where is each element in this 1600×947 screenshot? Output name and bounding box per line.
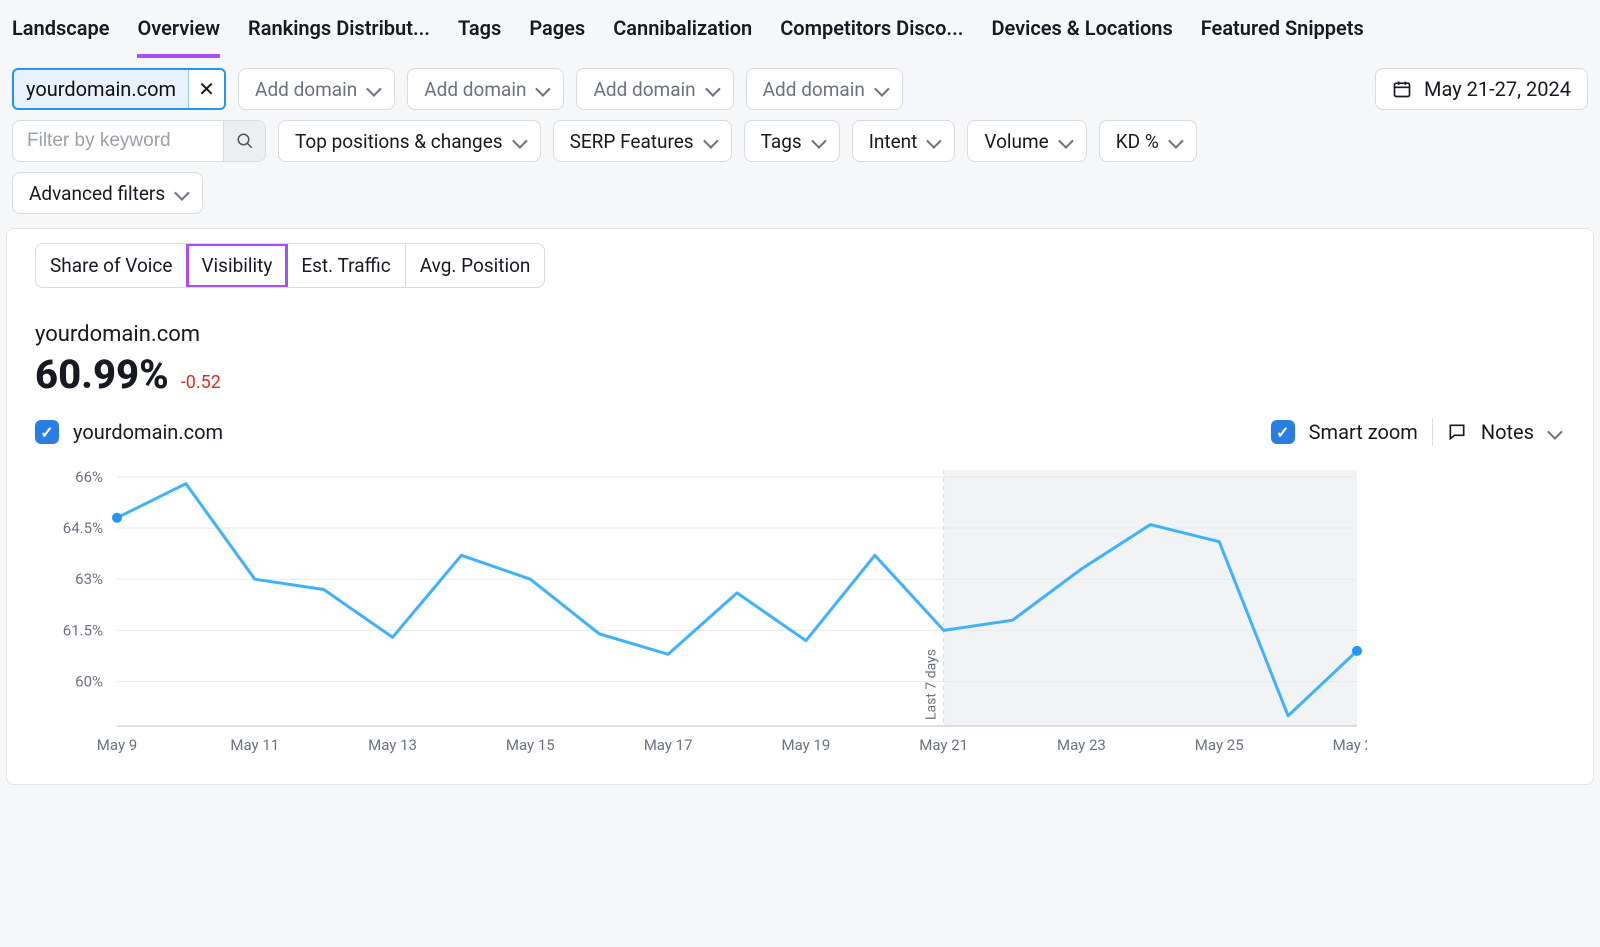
legend-right: ✓ Smart zoom Notes xyxy=(1271,418,1559,446)
filter-keyword-input[interactable] xyxy=(13,121,223,161)
smart-zoom-checkbox[interactable]: ✓ xyxy=(1271,420,1295,444)
advanced-filters-label: Advanced filters xyxy=(29,182,165,205)
filter-volume-button[interactable]: Volume xyxy=(967,120,1086,162)
add-domain-button[interactable]: Add domain xyxy=(746,68,903,110)
metric-tab-share-of-voice[interactable]: Share of Voice xyxy=(36,244,187,287)
filter-intent-button[interactable]: Intent xyxy=(852,120,956,162)
series-checkbox[interactable]: ✓ xyxy=(35,420,59,444)
filter-top-positions-changes-button[interactable]: Top positions & changes xyxy=(278,120,541,162)
domain-row: yourdomain.com ✕ Add domain Add domain Add… xyxy=(0,58,1600,110)
metric-tab-visibility[interactable]: Visibility xyxy=(187,244,287,287)
nav-tab-featured-snippets[interactable]: Featured Snippets xyxy=(1201,16,1364,58)
nav-tab-cannibalization[interactable]: Cannibalization xyxy=(613,16,752,58)
svg-text:61.5%: 61.5% xyxy=(63,621,103,639)
svg-text:May 15: May 15 xyxy=(506,736,555,754)
svg-text:66%: 66% xyxy=(75,468,103,486)
chevron-down-icon xyxy=(175,182,186,205)
chevron-down-icon xyxy=(812,130,823,153)
domain-chip-label: yourdomain.com xyxy=(14,77,188,101)
svg-text:May 19: May 19 xyxy=(781,736,830,754)
close-icon[interactable]: ✕ xyxy=(188,68,224,110)
svg-text:May 13: May 13 xyxy=(368,736,417,754)
notes-icon xyxy=(1447,422,1467,442)
nav-tab-rankings-distribut-[interactable]: Rankings Distribut... xyxy=(248,16,430,58)
svg-text:60%: 60% xyxy=(75,673,103,691)
nav-tab-landscape[interactable]: Landscape xyxy=(12,16,109,58)
nav-tab-overview[interactable]: Overview xyxy=(137,16,220,58)
svg-text:May 17: May 17 xyxy=(644,736,693,754)
chevron-down-icon xyxy=(536,78,547,101)
visibility-line-chart: Last 7 days 60% 61.5% 63% 64.5% 66% May 9 May 1… xyxy=(27,460,1367,760)
chart-panel: Share of VoiceVisibilityEst. TrafficAvg.… xyxy=(6,228,1594,785)
add-domain-button[interactable]: Add domain xyxy=(576,68,733,110)
chevron-down-icon xyxy=(1169,130,1180,153)
summary-domain: yourdomain.com xyxy=(35,322,1593,347)
svg-text:May 9: May 9 xyxy=(97,736,137,754)
notes-label[interactable]: Notes xyxy=(1481,420,1534,444)
filter-serp-features-button[interactable]: SERP Features xyxy=(553,120,732,162)
chevron-down-icon xyxy=(706,78,717,101)
svg-text:64.5%: 64.5% xyxy=(63,519,103,537)
search-button[interactable] xyxy=(223,121,265,161)
chevron-down-icon xyxy=(704,130,715,153)
smart-zoom-label: Smart zoom xyxy=(1309,420,1418,444)
summary-block: yourdomain.com 60.99% -0.52 xyxy=(7,288,1593,398)
nav-tab-pages[interactable]: Pages xyxy=(529,16,585,58)
summary-value: 60.99% xyxy=(35,351,169,398)
nav-tab-competitors-disco-[interactable]: Competitors Disco... xyxy=(780,16,963,58)
metric-tab-avg-position[interactable]: Avg. Position xyxy=(406,244,545,287)
svg-text:May 23: May 23 xyxy=(1057,736,1106,754)
chevron-down-icon xyxy=(1059,130,1070,153)
nav-tab-tags[interactable]: Tags xyxy=(458,16,501,58)
nav-tab-devices-locations[interactable]: Devices & Locations xyxy=(991,16,1172,58)
svg-text:May 11: May 11 xyxy=(230,736,279,754)
filter-kd--button[interactable]: KD % xyxy=(1099,120,1197,162)
calendar-icon xyxy=(1392,79,1412,99)
svg-text:Last 7 days: Last 7 days xyxy=(924,649,940,720)
filter-tags-button[interactable]: Tags xyxy=(744,120,840,162)
domain-chip[interactable]: yourdomain.com ✕ xyxy=(12,68,226,110)
metric-tabs: Share of VoiceVisibilityEst. TrafficAvg.… xyxy=(35,243,545,288)
add-domain-button[interactable]: Add domain xyxy=(238,68,395,110)
metric-tab-est-traffic[interactable]: Est. Traffic xyxy=(287,244,405,287)
add-domain-button[interactable]: Add domain xyxy=(407,68,564,110)
chevron-down-icon xyxy=(513,130,524,153)
date-range-text: May 21-27, 2024 xyxy=(1424,77,1571,101)
svg-text:May 21: May 21 xyxy=(919,736,968,754)
advanced-row: Advanced filters xyxy=(0,162,1600,214)
chevron-down-icon xyxy=(367,78,378,101)
search-icon xyxy=(236,132,254,150)
legend-row: ✓ yourdomain.com ✓ Smart zoom Notes xyxy=(7,398,1593,446)
chevron-down-icon xyxy=(875,78,886,101)
svg-text:May 27: May 27 xyxy=(1333,736,1367,754)
summary-delta: -0.52 xyxy=(181,372,221,393)
series-label: yourdomain.com xyxy=(73,420,223,444)
legend-left: ✓ yourdomain.com xyxy=(35,420,223,444)
chevron-down-icon xyxy=(927,130,938,153)
chevron-down-icon xyxy=(1548,420,1559,444)
svg-text:63%: 63% xyxy=(75,570,103,588)
svg-text:May 25: May 25 xyxy=(1195,736,1244,754)
date-range-picker[interactable]: May 21-27, 2024 xyxy=(1375,68,1588,110)
chart-container: Last 7 days 60% 61.5% 63% 64.5% 66% May 9 May 1… xyxy=(7,446,1593,760)
nav-tabs: Landscape Overview Rankings Distribut... Ta… xyxy=(0,0,1600,58)
filter-keyword-wrap xyxy=(12,120,266,162)
filter-row: Top positions & changes SERP Features Tags… xyxy=(0,110,1600,162)
advanced-filters-button[interactable]: Advanced filters xyxy=(12,172,203,214)
divider xyxy=(1432,418,1433,446)
